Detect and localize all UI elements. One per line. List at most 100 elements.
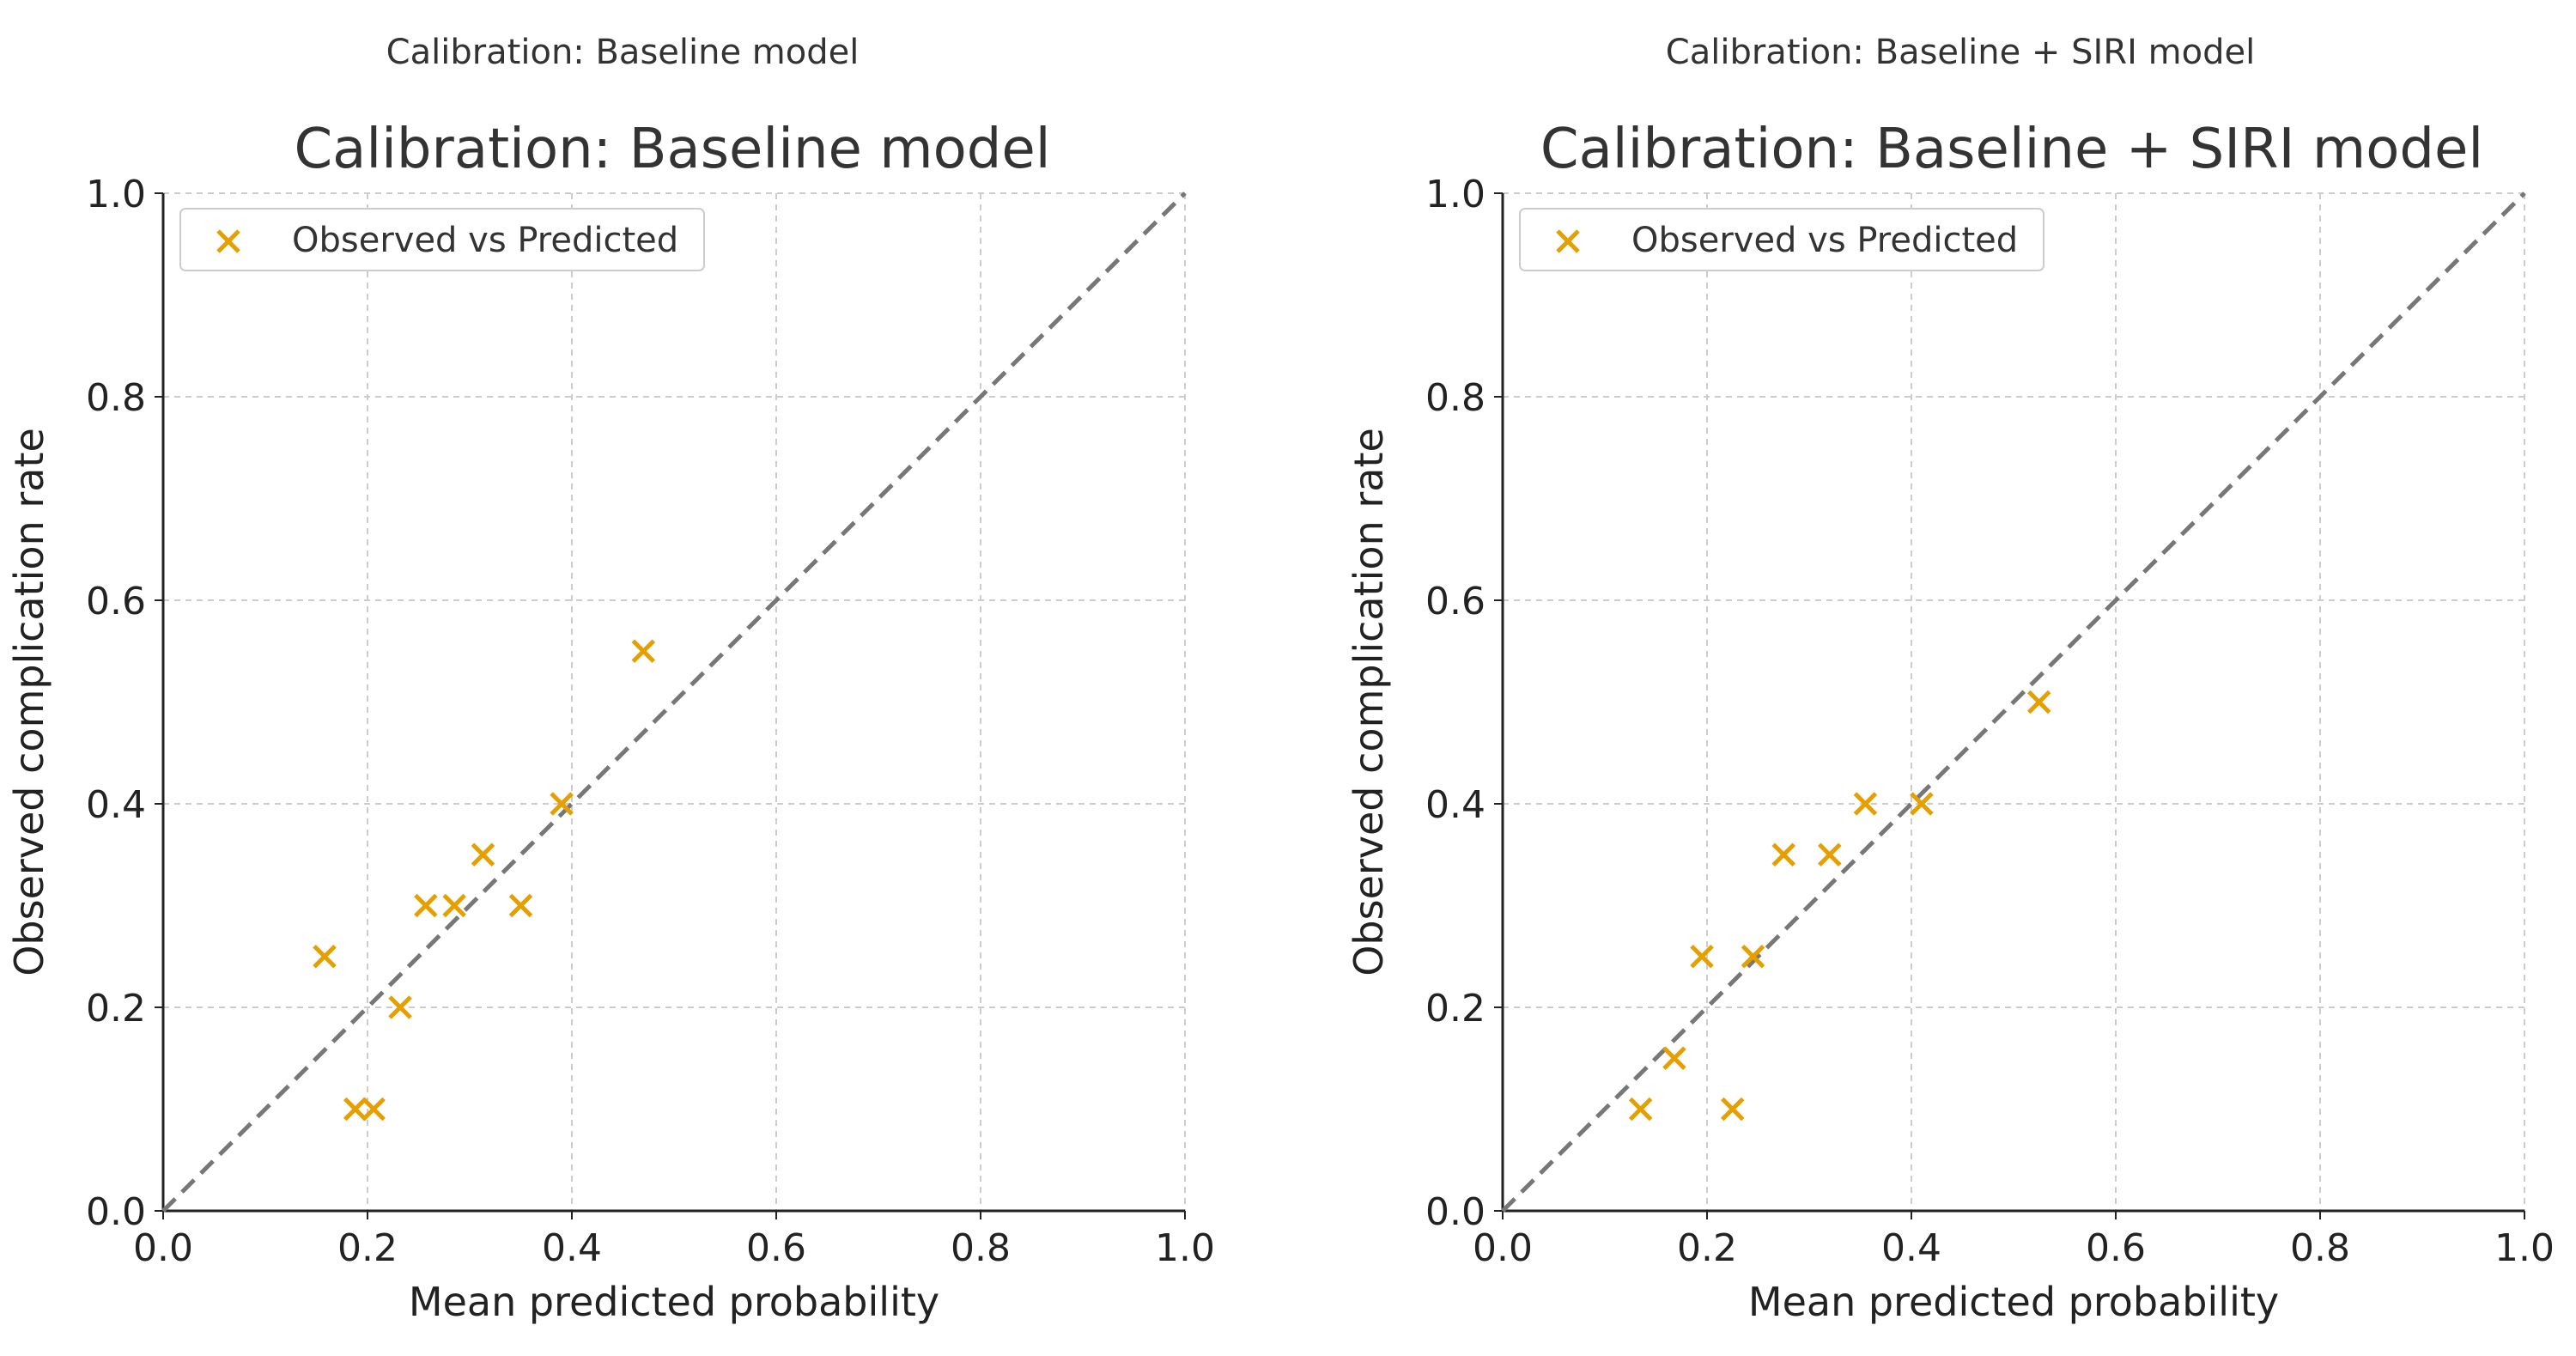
data-point: [1690, 944, 1714, 969]
x-tick-label: 0.2: [337, 1226, 398, 1270]
axes: [1494, 192, 2525, 1219]
reference-diagonal: [1501, 192, 2526, 1213]
marker-stroke: [1556, 229, 1580, 253]
legend-box: [179, 208, 705, 271]
marker-stroke: [343, 1097, 368, 1122]
x-tick-label: 0.8: [951, 1226, 1011, 1270]
data-point: [361, 1097, 386, 1122]
marker-stroke: [471, 842, 495, 867]
data-point: [631, 639, 656, 664]
axes: [155, 192, 1186, 1219]
panel-baseline: Calibration: Baseline model Calibration:…: [6, 33, 1215, 1325]
data-point: [1910, 792, 1934, 816]
y-tick-label: 0.2: [86, 987, 146, 1031]
data-point: [1853, 792, 1878, 816]
marker-stroke: [508, 893, 533, 918]
grid: [163, 192, 1186, 1211]
marker-stroke: [361, 1097, 386, 1122]
marker-stroke: [442, 893, 466, 918]
grid: [1503, 192, 2525, 1211]
tick-labels: 0.0 0.2 0.4 0.6 0.8 1.0 0.0 0.2 0.4 0.6 0.8 1.0: [86, 173, 1215, 1270]
y-tick-label: 0.4: [86, 783, 146, 827]
data-point: [442, 893, 466, 918]
data-point: [1771, 842, 1796, 867]
panel-header: Calibration: Baseline model: [386, 33, 860, 72]
panel-header: Calibration: Baseline + SIRI model: [1666, 33, 2255, 72]
reference-diagonal: [161, 192, 1187, 1213]
marker-stroke: [1720, 1097, 1745, 1122]
x-tick-label: 1.0: [1155, 1226, 1215, 1270]
legend-marker-icon: [1556, 229, 1580, 253]
x-tick-label: 0.6: [2086, 1226, 2146, 1270]
y-tick-label: 0.8: [86, 376, 146, 420]
x-axis-label: Mean predicted probability: [1748, 1279, 2279, 1325]
marker-stroke: [414, 893, 438, 918]
y-tick-label: 0.0: [1425, 1190, 1485, 1234]
data-point: [1628, 1097, 1653, 1122]
marker-stroke: [216, 229, 240, 253]
marker-stroke: [1628, 1097, 1653, 1122]
legend-label: Observed vs Predicted: [1631, 221, 2018, 260]
marker-stroke: [2026, 690, 2051, 714]
legend-box: [1519, 208, 2044, 271]
marker-stroke: [1771, 842, 1796, 867]
y-tick-label: 0.6: [86, 580, 146, 623]
legend: Observed vs Predicted: [179, 208, 705, 271]
marker-stroke: [1690, 944, 1714, 969]
data-point: [508, 893, 533, 918]
marker-stroke: [1910, 792, 1934, 816]
marker-stroke: [1741, 944, 1765, 969]
data-point: [1662, 1046, 1686, 1071]
legend-label: Observed vs Predicted: [292, 221, 678, 260]
data-point: [1741, 944, 1765, 969]
legend: Observed vs Predicted: [1519, 208, 2044, 271]
x-tick-label: 0.8: [2290, 1226, 2350, 1270]
data-point: [414, 893, 438, 918]
legend-marker-icon: [216, 229, 240, 253]
x-tick-label: 0.6: [746, 1226, 806, 1270]
y-tick-label: 0.4: [1425, 783, 1485, 827]
data-point: [550, 792, 574, 816]
panel-baseline-siri: Calibration: Baseline + SIRI model Calib…: [1346, 33, 2555, 1325]
x-tick-label: 0.0: [1473, 1226, 1533, 1270]
x-axis-label: Mean predicted probability: [409, 1279, 939, 1325]
legend-marker-x: [1556, 229, 1580, 253]
marker-stroke: [1662, 1046, 1686, 1071]
chart-title: Calibration: Baseline + SIRI model: [1540, 118, 2483, 181]
y-tick-label: 1.0: [86, 173, 146, 216]
x-tick-label: 0.0: [133, 1226, 193, 1270]
marker-stroke: [550, 792, 574, 816]
data-point: [471, 842, 495, 867]
marker-stroke: [313, 944, 337, 969]
tick-labels: 0.0 0.2 0.4 0.6 0.8 1.0 0.0 0.2 0.4 0.6 0.8 1.0: [1425, 173, 2555, 1270]
y-tick-label: 0.6: [1425, 580, 1485, 623]
marker-stroke: [1853, 792, 1878, 816]
x-tick-label: 0.2: [1677, 1226, 1737, 1270]
marker-stroke: [1818, 842, 1842, 867]
y-tick-label: 1.0: [1425, 173, 1485, 216]
data-point: [313, 944, 337, 969]
reference-line: [1501, 192, 2526, 1213]
data-point: [2026, 690, 2051, 714]
x-tick-label: 0.4: [542, 1226, 602, 1270]
x-tick-label: 0.4: [1881, 1226, 1941, 1270]
data-points: [313, 639, 656, 1122]
data-point: [388, 995, 412, 1019]
y-tick-label: 0.8: [1425, 376, 1485, 420]
y-tick-label: 0.0: [86, 1190, 146, 1234]
chart-title: Calibration: Baseline model: [294, 118, 1050, 181]
x-tick-label: 1.0: [2494, 1226, 2555, 1270]
marker-stroke: [631, 639, 656, 664]
data-points: [1628, 690, 2051, 1122]
y-tick-label: 0.2: [1425, 987, 1485, 1031]
legend-marker-x: [216, 229, 240, 253]
data-point: [343, 1097, 368, 1122]
y-axis-label: Observed complication rate: [1346, 428, 1392, 976]
data-point: [1720, 1097, 1745, 1122]
reference-line: [161, 192, 1187, 1213]
marker-stroke: [388, 995, 412, 1019]
data-point: [1818, 842, 1842, 867]
y-axis-label: Observed complication rate: [6, 428, 52, 976]
